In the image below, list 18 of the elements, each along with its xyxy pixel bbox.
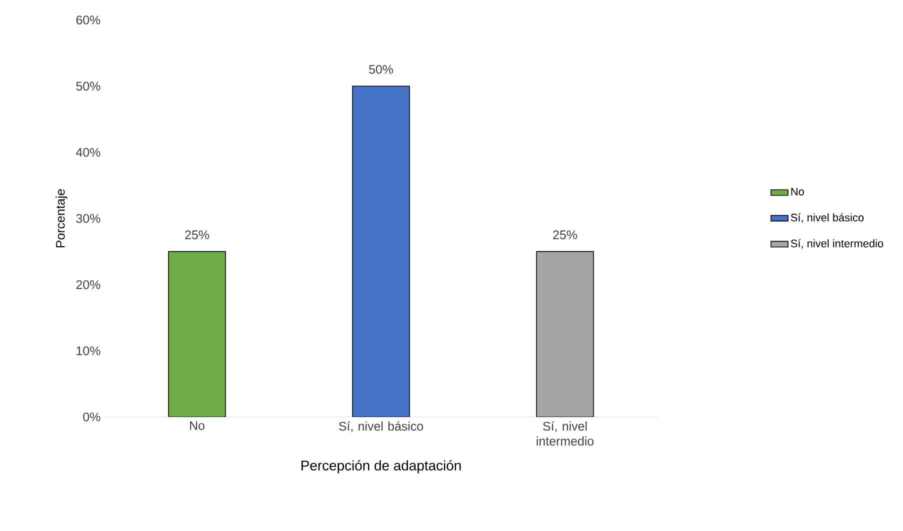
legend-label: Sí, nivel intermedio: [790, 239, 884, 249]
y-tick-label: 60%: [76, 16, 100, 24]
y-tick-label: 0%: [83, 412, 100, 422]
x-axis-title: Percepción de adaptación: [302, 460, 461, 474]
legend-label: No: [791, 188, 804, 196]
y-tick-label: 40%: [76, 148, 100, 157]
y-tick-label: 30%: [76, 214, 100, 223]
y-tick-label: 10%: [76, 346, 100, 356]
data-label: 25%: [553, 230, 578, 240]
x-tick-label: No: [190, 421, 204, 430]
y-tick-label: 50%: [76, 82, 100, 91]
legend-label: Sí, nivel básico: [790, 213, 864, 223]
y-tick-label: 20%: [76, 280, 100, 290]
data-label: 50%: [369, 64, 394, 74]
x-tick-label: Sí, nivel intermedio: [536, 421, 594, 446]
data-label: 25%: [185, 230, 210, 240]
y-axis-title: Porcentaje: [56, 189, 68, 248]
x-tick-label: Sí, nivel básico: [339, 421, 424, 432]
